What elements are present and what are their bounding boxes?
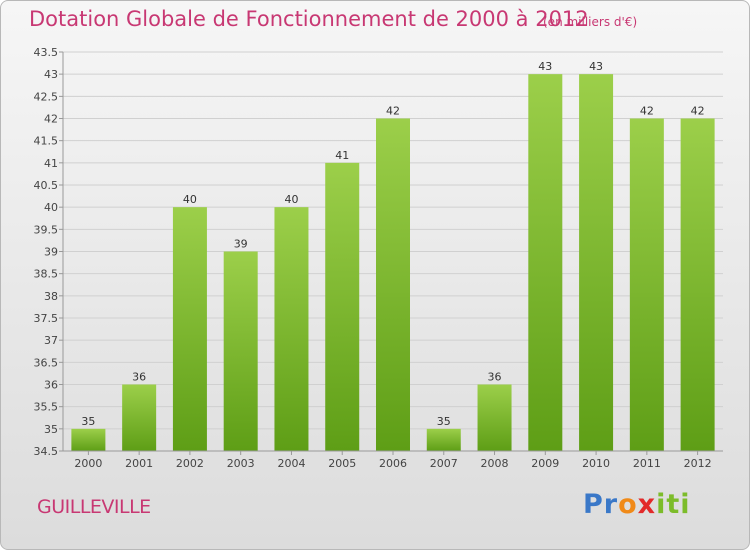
- bar: [325, 162, 360, 452]
- bar: [528, 74, 563, 452]
- x-tick-label: 2004: [277, 457, 305, 470]
- bar: [274, 207, 309, 451]
- y-tick-label: 40.5: [34, 179, 59, 192]
- bar: [71, 428, 106, 451]
- bar-value-label: 35: [437, 415, 451, 428]
- y-tick-label: 41.5: [34, 135, 59, 148]
- bar-value-label: 42: [386, 105, 400, 118]
- y-tick-label: 37.5: [34, 312, 59, 325]
- y-tick-label: 42.5: [34, 90, 59, 103]
- bar-value-label: 42: [691, 105, 705, 118]
- proxiti-logo: Proxiti: [583, 489, 691, 520]
- chart-title: Dotation Globale de Fonctionnement de 20…: [29, 7, 589, 31]
- x-tick-label: 2000: [74, 457, 102, 470]
- x-tick-label: 2009: [531, 457, 559, 470]
- y-tick-label: 39: [44, 246, 58, 259]
- x-tick-label: 2012: [684, 457, 712, 470]
- y-tick-label: 41: [44, 157, 58, 170]
- y-tick-label: 43.5: [34, 46, 59, 59]
- y-tick-label: 35: [44, 423, 58, 436]
- y-tick-label: 38: [44, 290, 58, 303]
- bar: [680, 118, 715, 451]
- y-tick-label: 42: [44, 113, 58, 126]
- bar: [172, 207, 207, 451]
- bar-value-label: 36: [488, 371, 502, 384]
- y-tick-label: 36.5: [34, 356, 59, 369]
- bars: [71, 74, 715, 452]
- x-tick-label: 2007: [430, 457, 458, 470]
- x-tick-label: 2002: [176, 457, 204, 470]
- bar-value-label: 43: [589, 60, 603, 73]
- bar: [122, 384, 157, 451]
- bar: [629, 118, 664, 451]
- bar-value-label: 41: [335, 149, 349, 162]
- y-tick-label: 35.5: [34, 401, 59, 414]
- y-tick-label: 39.5: [34, 223, 59, 236]
- x-tick-label: 2001: [125, 457, 153, 470]
- bar-value-label: 36: [132, 371, 146, 384]
- chart-subtitle: (en milliers d'€): [543, 15, 638, 29]
- y-tick-label: 40: [44, 201, 58, 214]
- y-tick-label: 37: [44, 334, 58, 347]
- bar-value-label: 40: [284, 193, 298, 206]
- bar: [376, 118, 410, 451]
- commune-name: GUILLEVILLE: [37, 496, 151, 518]
- bar: [223, 251, 258, 451]
- bar: [426, 428, 461, 451]
- y-tick-label: 43: [44, 68, 58, 81]
- x-tick-label: 2008: [481, 457, 509, 470]
- bar-value-label: 42: [640, 105, 654, 118]
- y-tick-label: 36: [44, 379, 58, 392]
- x-tick-label: 2005: [328, 457, 356, 470]
- x-tick-label: 2003: [227, 457, 255, 470]
- bar-value-label: 35: [81, 415, 95, 428]
- x-tick-label: 2006: [379, 457, 407, 470]
- y-tick-label: 38.5: [34, 268, 59, 281]
- x-tick-label: 2011: [633, 457, 661, 470]
- bar: [477, 384, 512, 451]
- bar: [579, 74, 614, 452]
- x-tick-label: 2010: [582, 457, 610, 470]
- bar-value-label: 39: [234, 238, 248, 251]
- bar-value-label: 43: [538, 60, 552, 73]
- labels: 34.5 35 35.5 36 36.5 37 37.5 38 38.5 39 39.5 40 40.5…: [34, 46, 712, 470]
- y-tick-label: 34.5: [34, 445, 59, 458]
- bar-value-label: 40: [183, 193, 197, 206]
